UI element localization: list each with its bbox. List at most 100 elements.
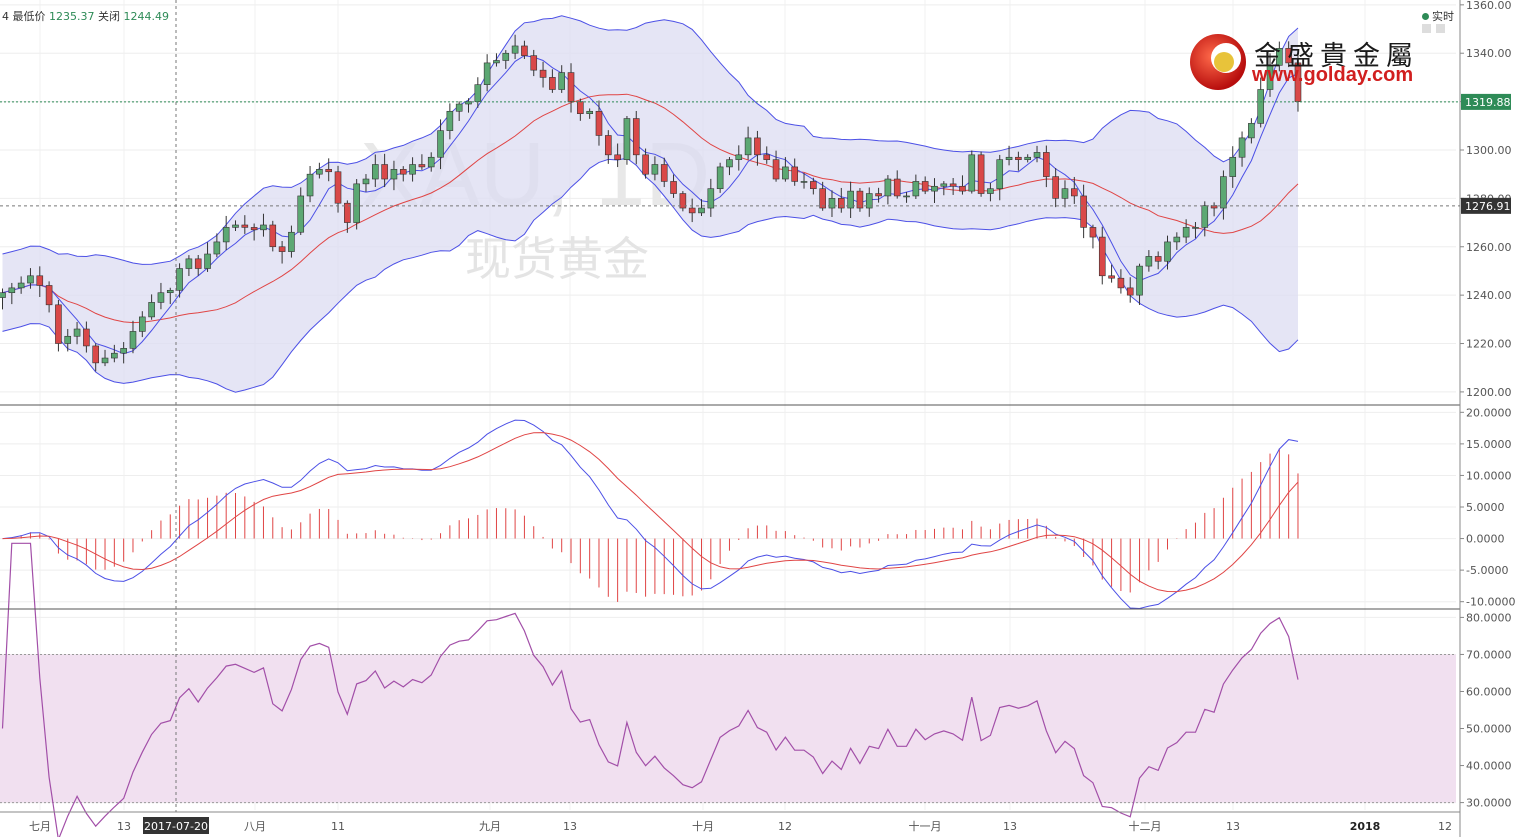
candle-body	[688, 207, 696, 214]
time-tick-label: 十一月	[909, 819, 942, 833]
time-tick-label: 13	[117, 820, 131, 833]
candle-body	[344, 202, 351, 223]
candle-body	[1276, 48, 1283, 66]
candle-body	[1089, 227, 1097, 238]
time-tick-label: 九月	[479, 820, 501, 833]
candle-body	[959, 185, 966, 192]
candle-body	[120, 348, 127, 354]
candle-body	[716, 166, 724, 189]
candle-body	[260, 224, 267, 231]
price-tick-label: 1240.00	[1466, 289, 1512, 302]
time-tick-label: 十二月	[1129, 819, 1162, 833]
candle-body	[875, 193, 882, 197]
live-indicator[interactable]: 实时	[1422, 8, 1454, 24]
candle-body	[698, 207, 705, 214]
price-tick-label: 1360.00	[1466, 0, 1512, 12]
candle-body	[73, 328, 81, 337]
candle-body	[306, 173, 314, 197]
candle-body	[586, 110, 593, 115]
candle-body	[427, 156, 435, 168]
candle-body	[437, 130, 444, 158]
candle-body	[968, 154, 976, 192]
candle-body	[1229, 156, 1237, 177]
candle-body	[921, 181, 929, 192]
rsi-tick-label: 40.0000	[1466, 760, 1512, 773]
candle-body	[1005, 156, 1013, 160]
macd-histogram	[11, 448, 1299, 602]
last-price-label: 1319.88	[1465, 96, 1511, 109]
candle-body	[539, 69, 547, 78]
time-tick-label: 八月	[244, 820, 266, 833]
rsi-tick-label: 50.0000	[1466, 723, 1512, 736]
candle-body	[297, 195, 305, 233]
candle-body	[744, 137, 752, 156]
candle-body	[707, 188, 715, 209]
candle-body	[418, 164, 426, 168]
candle-body	[772, 159, 780, 180]
rsi-tick-label: 70.0000	[1466, 648, 1512, 661]
candle-body	[1136, 265, 1143, 296]
candle-body	[45, 285, 53, 306]
candle-body	[940, 183, 948, 187]
candle-body	[1071, 188, 1078, 197]
candle-body	[455, 103, 463, 112]
candle-body	[1098, 236, 1106, 277]
candle-body	[399, 169, 407, 175]
candle-body	[642, 154, 649, 175]
crosshair-price-box	[1461, 197, 1511, 214]
candle-body	[353, 183, 360, 223]
candle-body	[893, 178, 901, 197]
low-label: 最低价	[12, 10, 46, 23]
candle-body	[269, 224, 277, 248]
macd-tick-label: -5.0000	[1466, 564, 1508, 577]
candle-body	[1192, 227, 1199, 229]
candle-body	[763, 154, 771, 160]
candle-body	[847, 190, 854, 209]
candle-body	[735, 154, 743, 160]
golday-logo: 金盛貴金屬 www.golday.com	[1188, 30, 1450, 100]
candle-body	[810, 181, 817, 189]
candle-body	[204, 253, 211, 269]
macd-tick-label: 0.0000	[1466, 533, 1505, 546]
candle-body	[670, 181, 677, 194]
time-tick-label: 12	[1438, 820, 1452, 833]
crosshair-price-label: 1276.91	[1465, 200, 1511, 213]
candle-body	[996, 159, 1004, 189]
candle-body	[660, 164, 668, 182]
candle-body	[1220, 176, 1227, 209]
candle-body	[987, 188, 994, 194]
rsi-tick-label: 30.0000	[1466, 797, 1512, 810]
candle-body	[782, 166, 789, 180]
candle-body	[390, 169, 398, 180]
candle-body	[558, 72, 566, 90]
time-tick-label: 12	[778, 820, 792, 833]
candle-body	[521, 45, 528, 56]
last-price-box	[1461, 93, 1511, 110]
time-tick-label: 十月	[692, 819, 714, 833]
candle-body	[828, 198, 836, 209]
candle-body	[595, 110, 603, 136]
candle-body	[17, 282, 25, 289]
candle-body	[362, 178, 370, 185]
logo-url: www.golday.com	[1252, 64, 1414, 86]
golday-emblem-icon	[1190, 34, 1246, 90]
candle-body	[64, 335, 72, 344]
candle-body	[1108, 275, 1115, 279]
moving-average-line	[2, 55, 1299, 355]
candle-body	[1043, 152, 1050, 177]
candle-body	[502, 52, 510, 61]
candle-body	[1052, 176, 1059, 199]
candle-body	[232, 224, 239, 228]
candle-body	[176, 268, 183, 291]
ohlc-header: 4 最低价 1235.37 关闭 1244.49	[2, 8, 169, 24]
candle-body	[8, 287, 16, 294]
candle-body	[1164, 241, 1171, 262]
candle-body	[55, 304, 62, 344]
candle-body	[903, 195, 910, 198]
candle-body	[334, 171, 342, 204]
candle-body	[493, 60, 500, 64]
candles	[0, 34, 1302, 372]
candle-body	[632, 118, 640, 156]
bollinger-band-fill	[2, 15, 1298, 393]
